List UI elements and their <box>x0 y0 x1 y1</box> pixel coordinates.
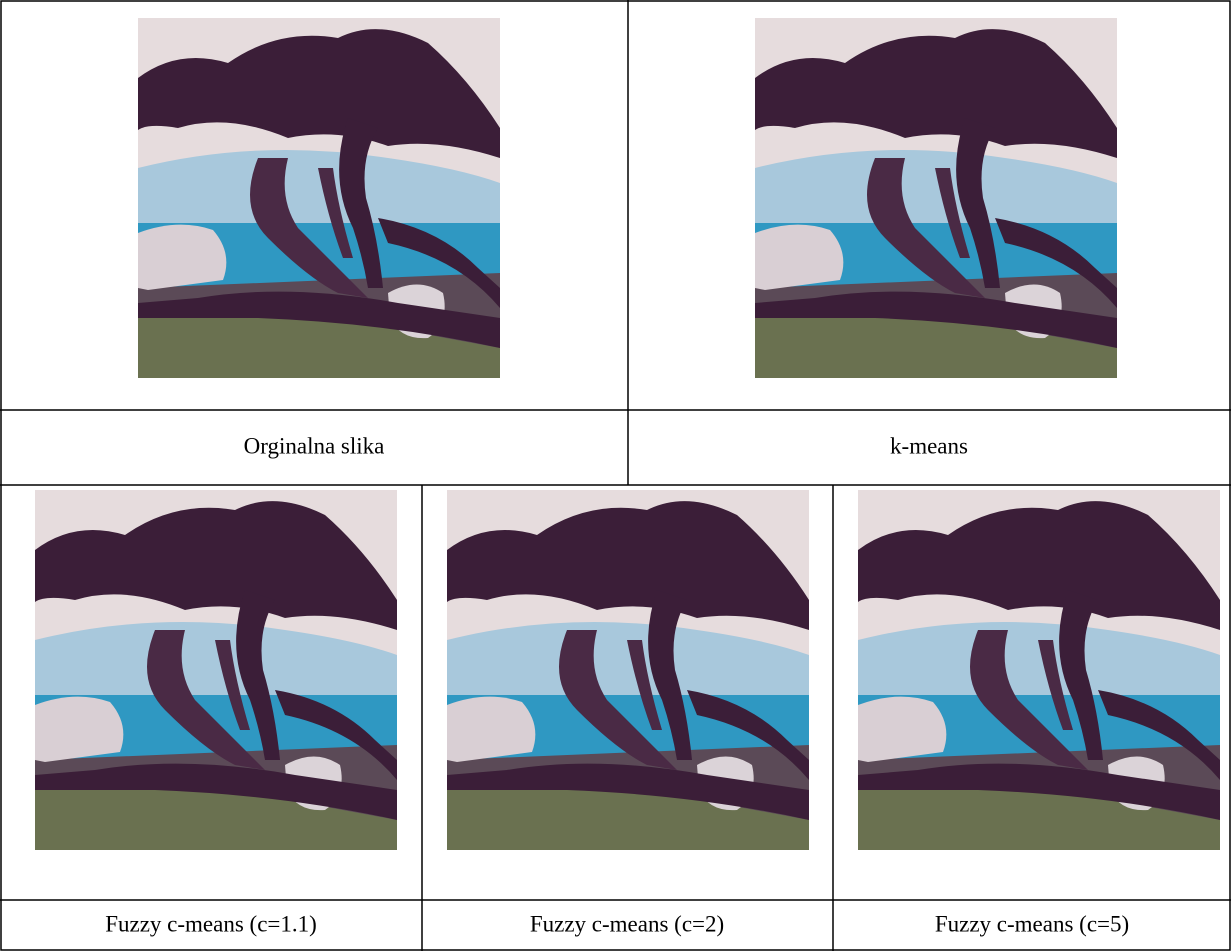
image <box>35 490 397 850</box>
caption: Fuzzy c-means (c=2) <box>530 911 724 936</box>
caption: Fuzzy c-means (c=5) <box>935 911 1129 936</box>
image <box>138 18 500 378</box>
image <box>755 18 1117 378</box>
caption: k-means <box>890 433 968 458</box>
image <box>858 490 1220 850</box>
caption: Orginalna slika <box>244 433 385 458</box>
image <box>447 490 809 850</box>
caption: Fuzzy c-means (c=1.1) <box>105 911 317 936</box>
